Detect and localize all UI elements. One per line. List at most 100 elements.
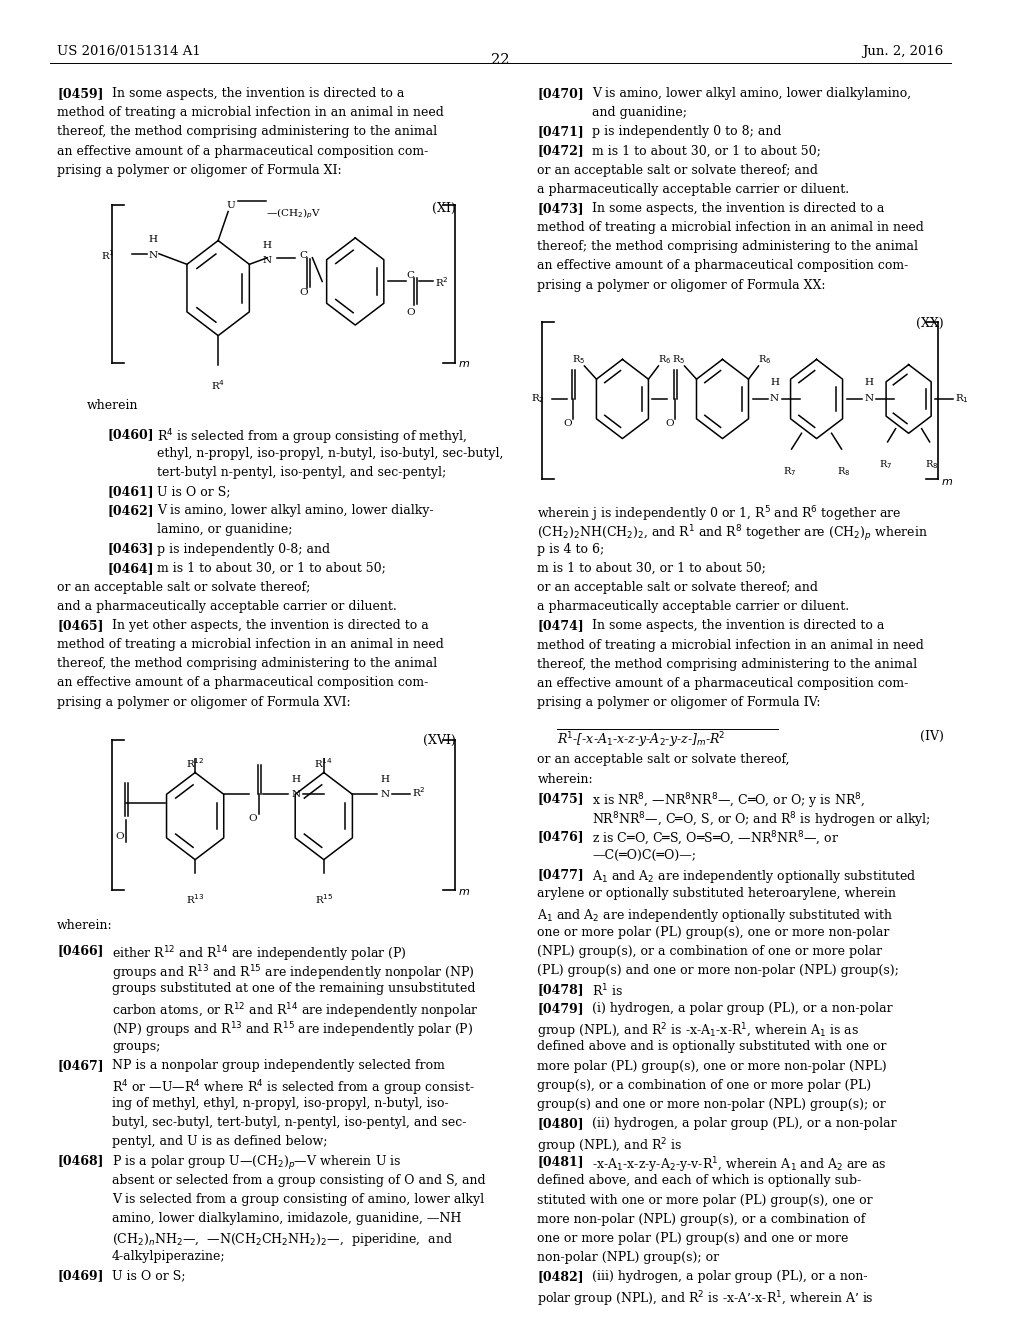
Text: wherein:: wherein: [538, 772, 593, 785]
Text: [0459]: [0459] [57, 87, 103, 100]
Text: N: N [263, 256, 272, 265]
Text: R$_7$: R$_7$ [783, 465, 796, 478]
Text: R$^1$: R$^1$ [101, 248, 115, 263]
Text: polar group (NPL), and R$^2$ is -x-A’-x-R$^1$, wherein A’ is: polar group (NPL), and R$^2$ is -x-A’-x-… [538, 1290, 874, 1309]
Text: stituted with one or more polar (PL) group(s), one or: stituted with one or more polar (PL) gro… [538, 1193, 873, 1206]
Text: an effective amount of a pharmaceutical composition com-: an effective amount of a pharmaceutical … [57, 144, 428, 157]
Text: In some aspects, the invention is directed to a: In some aspects, the invention is direct… [593, 619, 885, 632]
Text: In yet other aspects, the invention is directed to a: In yet other aspects, the invention is d… [112, 619, 429, 632]
Text: a pharmaceutically acceptable carrier or diluent.: a pharmaceutically acceptable carrier or… [538, 601, 850, 614]
Text: prising a polymer or oligomer of Formula IV:: prising a polymer or oligomer of Formula… [538, 696, 821, 709]
Text: and guanidine;: and guanidine; [593, 106, 687, 119]
Text: $m$: $m$ [941, 477, 952, 487]
Text: NP is a nonpolar group independently selected from: NP is a nonpolar group independently sel… [112, 1059, 445, 1072]
Text: or an acceptable salt or solvate thereof; and: or an acceptable salt or solvate thereof… [538, 164, 818, 177]
Text: group (NPL), and R$^2$ is: group (NPL), and R$^2$ is [538, 1137, 683, 1156]
Text: group(s) and one or more non-polar (NPL) group(s); or: group(s) and one or more non-polar (NPL)… [538, 1098, 886, 1111]
Text: R$_6$: R$_6$ [758, 352, 771, 366]
Text: (i) hydrogen, a polar group (PL), or a non-polar: (i) hydrogen, a polar group (PL), or a n… [593, 1002, 893, 1015]
Text: [0479]: [0479] [538, 1002, 584, 1015]
Text: method of treating a microbial infection in an animal in need: method of treating a microbial infection… [538, 639, 925, 652]
Text: pentyl, and U is as defined below;: pentyl, and U is as defined below; [112, 1135, 328, 1148]
Text: A$_1$ and A$_2$ are independently optionally substituted: A$_1$ and A$_2$ are independently option… [593, 869, 916, 886]
Text: defined above and is optionally substituted with one or: defined above and is optionally substitu… [538, 1040, 887, 1053]
Text: method of treating a microbial infection in an animal in need: method of treating a microbial infection… [57, 638, 444, 651]
Text: [0471]: [0471] [538, 125, 584, 139]
Text: H: H [770, 378, 779, 387]
Text: In some aspects, the invention is directed to a: In some aspects, the invention is direct… [112, 87, 404, 100]
Text: C: C [299, 251, 307, 260]
Text: O: O [299, 288, 308, 297]
Text: 22: 22 [492, 53, 510, 67]
Text: O: O [407, 308, 415, 317]
Text: or an acceptable salt or solvate thereof,: or an acceptable salt or solvate thereof… [538, 754, 790, 767]
Text: m is 1 to about 30, or 1 to about 50;: m is 1 to about 30, or 1 to about 50; [593, 144, 821, 157]
Text: [0464]: [0464] [108, 561, 154, 574]
Text: -x-A$_1$-x-z-y-A$_2$-y-v-R$^1$, wherein A$_1$ and A$_2$ are as: -x-A$_1$-x-z-y-A$_2$-y-v-R$^1$, wherein … [593, 1155, 887, 1175]
Text: R$_7$: R$_7$ [879, 458, 892, 470]
Text: ing of methyl, ethyl, n-propyl, iso-propyl, n-butyl, iso-: ing of methyl, ethyl, n-propyl, iso-prop… [112, 1097, 449, 1110]
Text: [0474]: [0474] [538, 619, 584, 632]
Text: a pharmaceutically acceptable carrier or diluent.: a pharmaceutically acceptable carrier or… [538, 182, 850, 195]
Text: z is C═O, C═S, O═S═O, —NR$^8$NR$^8$—, or: z is C═O, C═S, O═S═O, —NR$^8$NR$^8$—, or [593, 830, 840, 847]
Text: an effective amount of a pharmaceutical composition com-: an effective amount of a pharmaceutical … [57, 676, 428, 689]
Text: or an acceptable salt or solvate thereof; and: or an acceptable salt or solvate thereof… [538, 581, 818, 594]
Text: lamino, or guanidine;: lamino, or guanidine; [157, 523, 293, 536]
Text: R$^{14}$: R$^{14}$ [314, 756, 333, 771]
Text: (ii) hydrogen, a polar group (PL), or a non-polar: (ii) hydrogen, a polar group (PL), or a … [593, 1117, 897, 1130]
Text: R$_2$: R$_2$ [530, 392, 545, 405]
Text: [0465]: [0465] [57, 619, 103, 632]
Text: O: O [116, 832, 124, 841]
Text: U is O or S;: U is O or S; [157, 484, 230, 498]
Text: V is amino, lower alkyl amino, lower dialkylamino,: V is amino, lower alkyl amino, lower dia… [593, 87, 911, 100]
Text: prising a polymer or oligomer of Formula XX:: prising a polymer or oligomer of Formula… [538, 279, 826, 292]
Text: (NPL) group(s), or a combination of one or more polar: (NPL) group(s), or a combination of one … [538, 945, 883, 958]
Text: butyl, sec-butyl, tert-butyl, n-pentyl, iso-pentyl, and sec-: butyl, sec-butyl, tert-butyl, n-pentyl, … [112, 1117, 467, 1129]
Text: groups;: groups; [112, 1040, 161, 1052]
Text: an effective amount of a pharmaceutical composition com-: an effective amount of a pharmaceutical … [538, 259, 908, 272]
Text: R$^1$-[-x-A$_1$-x-z-y-A$_2$-y-z-]$_m$-R$^2$: R$^1$-[-x-A$_1$-x-z-y-A$_2$-y-z-]$_m$-R$… [557, 730, 726, 750]
Text: [0473]: [0473] [538, 202, 584, 215]
Text: R$^{12}$: R$^{12}$ [186, 756, 205, 771]
Text: or an acceptable salt or solvate thereof;: or an acceptable salt or solvate thereof… [57, 581, 310, 594]
Text: more polar (PL) group(s), one or more non-polar (NPL): more polar (PL) group(s), one or more no… [538, 1060, 887, 1073]
Text: R$^{15}$: R$^{15}$ [314, 892, 333, 907]
Text: A$_1$ and A$_2$ are independently optionally substituted with: A$_1$ and A$_2$ are independently option… [538, 907, 894, 924]
Text: wherein:: wherein: [57, 919, 113, 932]
Text: In some aspects, the invention is directed to a: In some aspects, the invention is direct… [593, 202, 885, 215]
Text: x is NR$^8$, —NR$^8$NR$^8$—, C═O, or O; y is NR$^8$,: x is NR$^8$, —NR$^8$NR$^8$—, C═O, or O; … [593, 792, 865, 812]
Text: O: O [666, 418, 674, 428]
Text: $m$: $m$ [459, 887, 470, 898]
Text: [0462]: [0462] [108, 504, 154, 517]
Text: [0460]: [0460] [108, 428, 154, 441]
Text: P is a polar group U—(CH$_2$)$_p$—V wherein U is: P is a polar group U—(CH$_2$)$_p$—V wher… [112, 1155, 401, 1172]
Text: (PL) group(s) and one or more non-polar (NPL) group(s);: (PL) group(s) and one or more non-polar … [538, 964, 899, 977]
Text: [0476]: [0476] [538, 830, 584, 843]
Text: thereof, the method comprising administering to the animal: thereof, the method comprising administe… [57, 125, 437, 139]
Text: —C(═O)C(═O)—;: —C(═O)C(═O)—; [593, 849, 696, 862]
Text: defined above, and each of which is optionally sub-: defined above, and each of which is opti… [538, 1175, 861, 1188]
Text: O: O [563, 418, 571, 428]
Text: prising a polymer or oligomer of Formula XI:: prising a polymer or oligomer of Formula… [57, 164, 342, 177]
Text: [0466]: [0466] [57, 944, 103, 957]
Text: R$^{13}$: R$^{13}$ [185, 892, 205, 907]
Text: O: O [249, 814, 257, 824]
Text: $m$: $m$ [459, 359, 470, 370]
Text: R$_5$: R$_5$ [571, 352, 585, 366]
Text: [0480]: [0480] [538, 1117, 584, 1130]
Text: (iii) hydrogen, a polar group (PL), or a non-: (iii) hydrogen, a polar group (PL), or a… [593, 1270, 868, 1283]
Text: [0477]: [0477] [538, 869, 584, 882]
Text: H: H [291, 775, 300, 784]
Text: thereof, the method comprising administering to the animal: thereof, the method comprising administe… [538, 657, 918, 671]
Text: H: H [864, 378, 873, 387]
Text: method of treating a microbial infection in an animal in need: method of treating a microbial infection… [57, 106, 444, 119]
Text: carbon atoms, or R$^{12}$ and R$^{14}$ are independently nonpolar: carbon atoms, or R$^{12}$ and R$^{14}$ a… [112, 1002, 479, 1020]
Text: p is independently 0-8; and: p is independently 0-8; and [157, 543, 330, 556]
Text: groups and R$^{13}$ and R$^{15}$ are independently nonpolar (NP): groups and R$^{13}$ and R$^{15}$ are ind… [112, 964, 475, 982]
Text: R$_5$: R$_5$ [672, 352, 685, 366]
Text: (XX): (XX) [916, 317, 944, 330]
Text: U is O or S;: U is O or S; [112, 1270, 185, 1282]
Text: group (NPL), and R$^2$ is -x-A$_1$-x-R$^1$, wherein A$_1$ is as: group (NPL), and R$^2$ is -x-A$_1$-x-R$^… [538, 1022, 859, 1041]
Text: [0481]: [0481] [538, 1155, 584, 1168]
Text: Jun. 2, 2016: Jun. 2, 2016 [862, 45, 944, 58]
